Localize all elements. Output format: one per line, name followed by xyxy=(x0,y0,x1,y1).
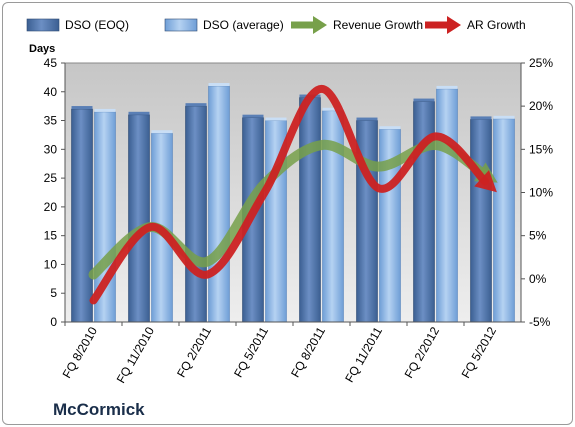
y-tick-label: 25 xyxy=(44,171,58,185)
bar-top xyxy=(185,103,207,107)
bar-dso-eoq xyxy=(128,114,150,323)
y-tick-label: 0 xyxy=(50,315,57,329)
bar-dso-eoq xyxy=(71,108,93,323)
legend-label: Revenue Growth xyxy=(333,18,423,32)
y2-tick-label: 15% xyxy=(529,142,553,156)
bars xyxy=(71,83,515,323)
growth-lines xyxy=(88,84,498,305)
bar-top xyxy=(71,106,93,110)
x-tick-label: FQ 5/2011 xyxy=(231,324,271,380)
x-tick-label: FQ 11/2011 xyxy=(342,324,385,385)
x-tick-label: FQ 2/2012 xyxy=(402,324,443,380)
y2-tick-label: -5% xyxy=(529,315,551,329)
legend-label: AR Growth xyxy=(467,18,526,32)
bar-top xyxy=(151,130,173,134)
y2-tick-label: 10% xyxy=(529,186,553,200)
x-tick-label: FQ 8/2010 xyxy=(60,324,101,380)
y-tick-label: 20 xyxy=(44,200,58,214)
bar-top xyxy=(470,116,492,120)
y2-tick-label: 0% xyxy=(529,272,547,286)
bar-top xyxy=(322,107,344,111)
bar-dso-eoq xyxy=(470,119,492,323)
bar-top xyxy=(208,83,230,87)
y-tick-label: 40 xyxy=(44,85,58,99)
bar-dso-average xyxy=(436,88,458,323)
x-tick-label: FQ 8/2011 xyxy=(288,324,328,380)
bar-top xyxy=(356,117,378,121)
company-name: McCormick xyxy=(53,400,145,419)
y2-tick-label: 5% xyxy=(529,229,547,243)
y-tick-label: 30 xyxy=(44,142,58,156)
legend: DSO (EOQ) DSO (average) Revenue Growth AR G… xyxy=(26,16,526,34)
x-tick-label: FQ 11/2010 xyxy=(114,324,158,385)
legend-arrow-head xyxy=(313,16,327,34)
x-tick-label: FQ 2/2011 xyxy=(174,324,214,380)
x-tick-label: FQ 5/2012 xyxy=(459,324,500,380)
bar-top xyxy=(94,108,116,112)
bar-dso-eoq xyxy=(185,105,207,323)
ar-growth-line xyxy=(89,84,490,305)
bar-dso-eoq xyxy=(299,97,321,323)
legend-swatch xyxy=(26,18,60,32)
y-tick-label: 5 xyxy=(50,286,57,300)
y-axis-title: Days xyxy=(29,43,55,55)
ar-growth-arrowhead xyxy=(474,170,497,193)
y-tick-label: 10 xyxy=(44,257,58,271)
legend-label: DSO (average) xyxy=(203,18,284,32)
bar-top xyxy=(413,98,435,102)
bar-top xyxy=(242,114,264,118)
y2-axis-ticks: -5% 0% 5% 10% 15% 20% 25% xyxy=(521,56,553,329)
y-tick-label: 15 xyxy=(44,229,58,243)
axes xyxy=(64,63,522,323)
y-tick-label: 35 xyxy=(44,114,58,128)
bar-top xyxy=(493,115,515,119)
bar-top xyxy=(265,117,287,121)
bar-top xyxy=(436,85,458,89)
x-axis-ticks: FQ 8/2010 FQ 11/2010 FQ 2/2011 FQ 5/2011 FQ … xyxy=(60,322,500,386)
bar-top xyxy=(128,111,150,115)
chart-svg: DSO (EOQ) DSO (average) Revenue Growth AR G… xyxy=(26,16,553,419)
y2-tick-label: 20% xyxy=(529,99,553,113)
legend-swatch xyxy=(164,18,198,32)
bar-dso-average xyxy=(208,85,230,323)
y-tick-label: 45 xyxy=(44,56,58,70)
legend-arrow-head xyxy=(447,16,461,34)
y2-tick-label: 25% xyxy=(529,56,553,70)
bar-top xyxy=(379,126,401,130)
y-axis-ticks: 0 5 10 15 20 25 30 35 40 45 xyxy=(44,56,65,329)
bar-dso-average xyxy=(493,118,515,323)
legend-label: DSO (EOQ) xyxy=(65,18,129,32)
